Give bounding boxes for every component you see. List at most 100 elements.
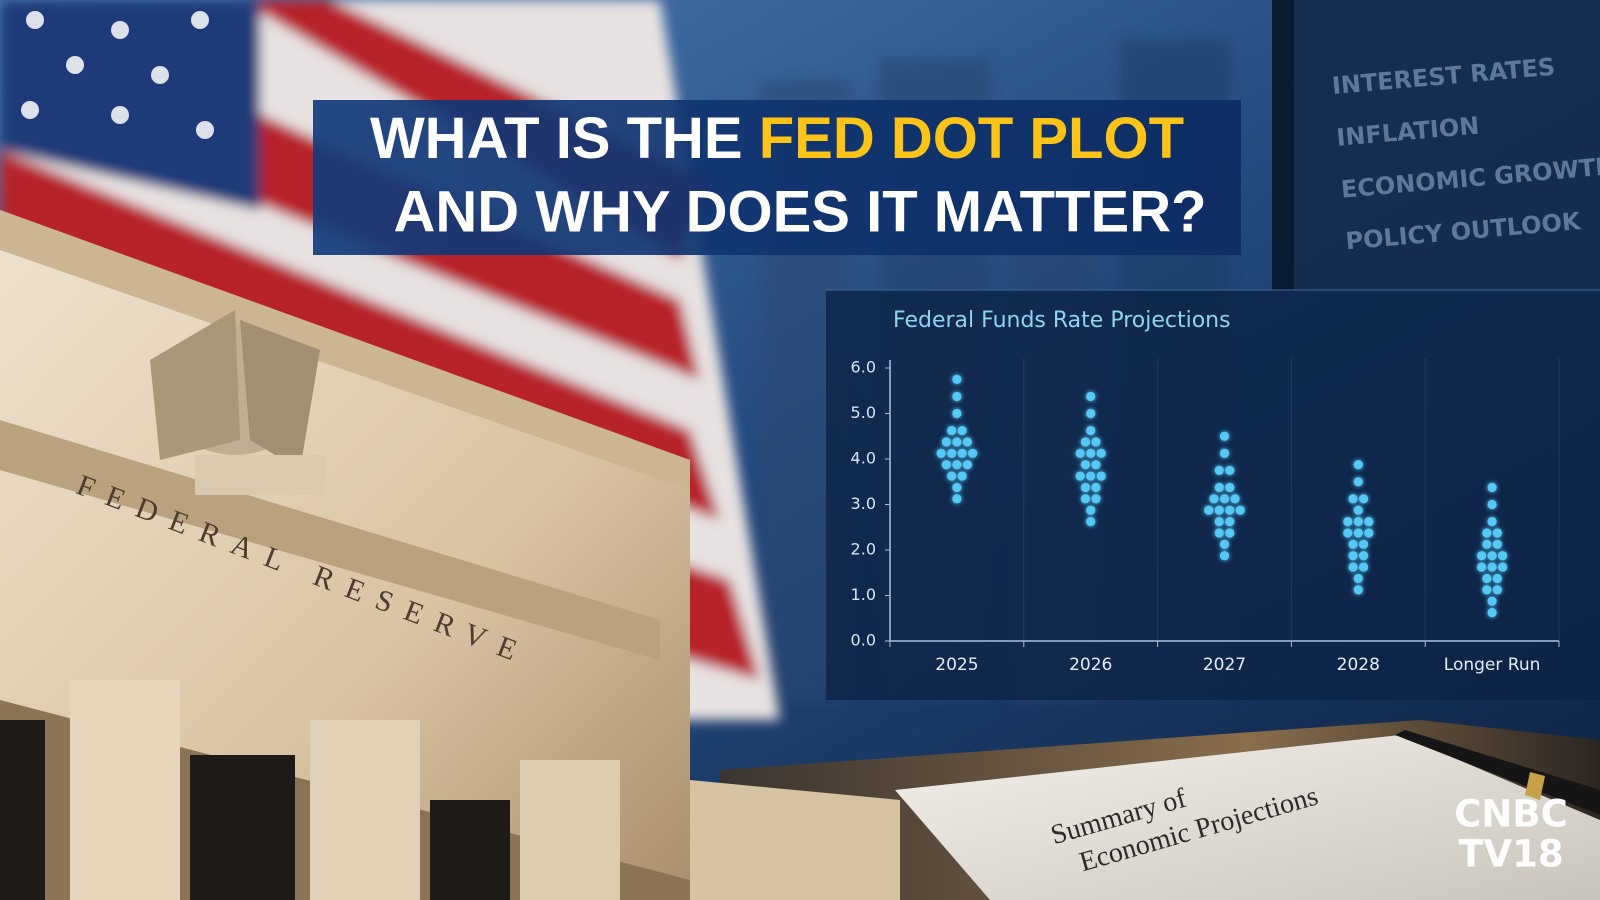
dot [1348,539,1358,549]
dot [1075,448,1085,458]
chart: 0.0 1.0 2.0 3.0 4.0 5.0 6.0 2025 2026 2027 2028 Lon… [851,358,1560,675]
dot [1209,494,1219,504]
y-tick-label: 6.0 [851,358,876,377]
dot [1348,494,1358,504]
x-tick-label: 2028 [1337,655,1380,675]
dot [1091,460,1101,470]
dot [1343,528,1353,538]
dot [947,448,957,458]
dot [1492,585,1502,595]
y-tick-label: 2.0 [851,540,876,559]
dot [1353,528,1363,538]
document: Summary of Economic Projections [895,735,1600,900]
dot [1091,494,1101,504]
dot [957,471,967,481]
dot [1225,482,1235,493]
dot [1353,516,1363,527]
logo: TV18 [1458,833,1563,876]
dot [1086,471,1096,481]
x-tick-label: 2026 [1069,655,1112,675]
dot [947,471,957,481]
dot [1225,505,1235,515]
dot [1214,505,1224,515]
dot [1214,528,1224,538]
dot [941,460,952,470]
dot [1498,562,1508,572]
dot [1492,573,1502,584]
dot [1230,494,1240,504]
dot [1091,482,1101,493]
dot [947,425,957,436]
dot [952,460,962,470]
dot [1096,448,1106,458]
info-panel [1272,0,1600,290]
headline-text: WHAT IS THE [370,106,759,171]
dot [1086,505,1096,515]
dot [1353,585,1363,595]
dot [957,425,967,436]
y-tick-label: 0.0 [851,631,876,650]
dot [1204,505,1214,515]
dot [952,374,962,384]
dot [1358,494,1369,504]
dot [1487,482,1497,493]
dot [941,437,952,447]
dot [1214,516,1224,527]
dot [952,437,962,447]
dot [1348,562,1358,572]
flag-stars [21,11,214,139]
dot [1353,477,1363,487]
dot [1080,437,1091,447]
dot [1358,539,1369,549]
dot [1086,391,1096,402]
x-tick-label: Longer Run [1444,655,1541,675]
dot [1353,505,1363,515]
x-tick-label: 2027 [1203,655,1246,675]
dot [1219,448,1230,458]
dot [1482,528,1492,538]
dot [1482,539,1492,549]
y-tick-label: 5.0 [851,403,876,422]
dot [1487,607,1497,618]
dot [952,391,962,402]
dot [1080,494,1091,504]
dot [968,448,978,458]
dot [1348,551,1358,561]
dot [1492,528,1502,538]
dot [962,460,973,470]
dot [1343,516,1353,527]
dot [1492,539,1502,549]
dot [1487,516,1497,527]
dot [1487,499,1497,510]
dot [1477,551,1487,561]
dot [1219,431,1230,441]
dot [1219,494,1230,504]
dot [1482,585,1492,595]
dot [1214,482,1224,493]
y-tick-label: 4.0 [851,449,876,468]
dot [1477,562,1487,572]
dot [957,448,967,458]
dot [1358,562,1369,572]
headline-text: AND WHY DOES IT MATTER? [393,179,1206,244]
y-tick-label: 1.0 [851,585,876,604]
pen [1395,730,1600,815]
dot [1487,562,1497,572]
logo: CNBC [1454,793,1567,836]
dot [936,448,946,458]
dot [1225,465,1235,475]
dot [1353,460,1363,470]
dot [1487,596,1497,606]
dot [1219,551,1230,561]
dot [1364,528,1374,538]
dot [1086,425,1096,436]
headline-highlight: FED DOT PLOT [759,106,1184,171]
chart-title: Federal Funds Rate Projections [893,308,1231,333]
dot [1353,573,1363,584]
dot [1358,551,1369,561]
dot [1086,408,1096,419]
y-tick-label: 3.0 [851,494,876,513]
dot [1364,516,1374,527]
dot [1225,516,1235,527]
